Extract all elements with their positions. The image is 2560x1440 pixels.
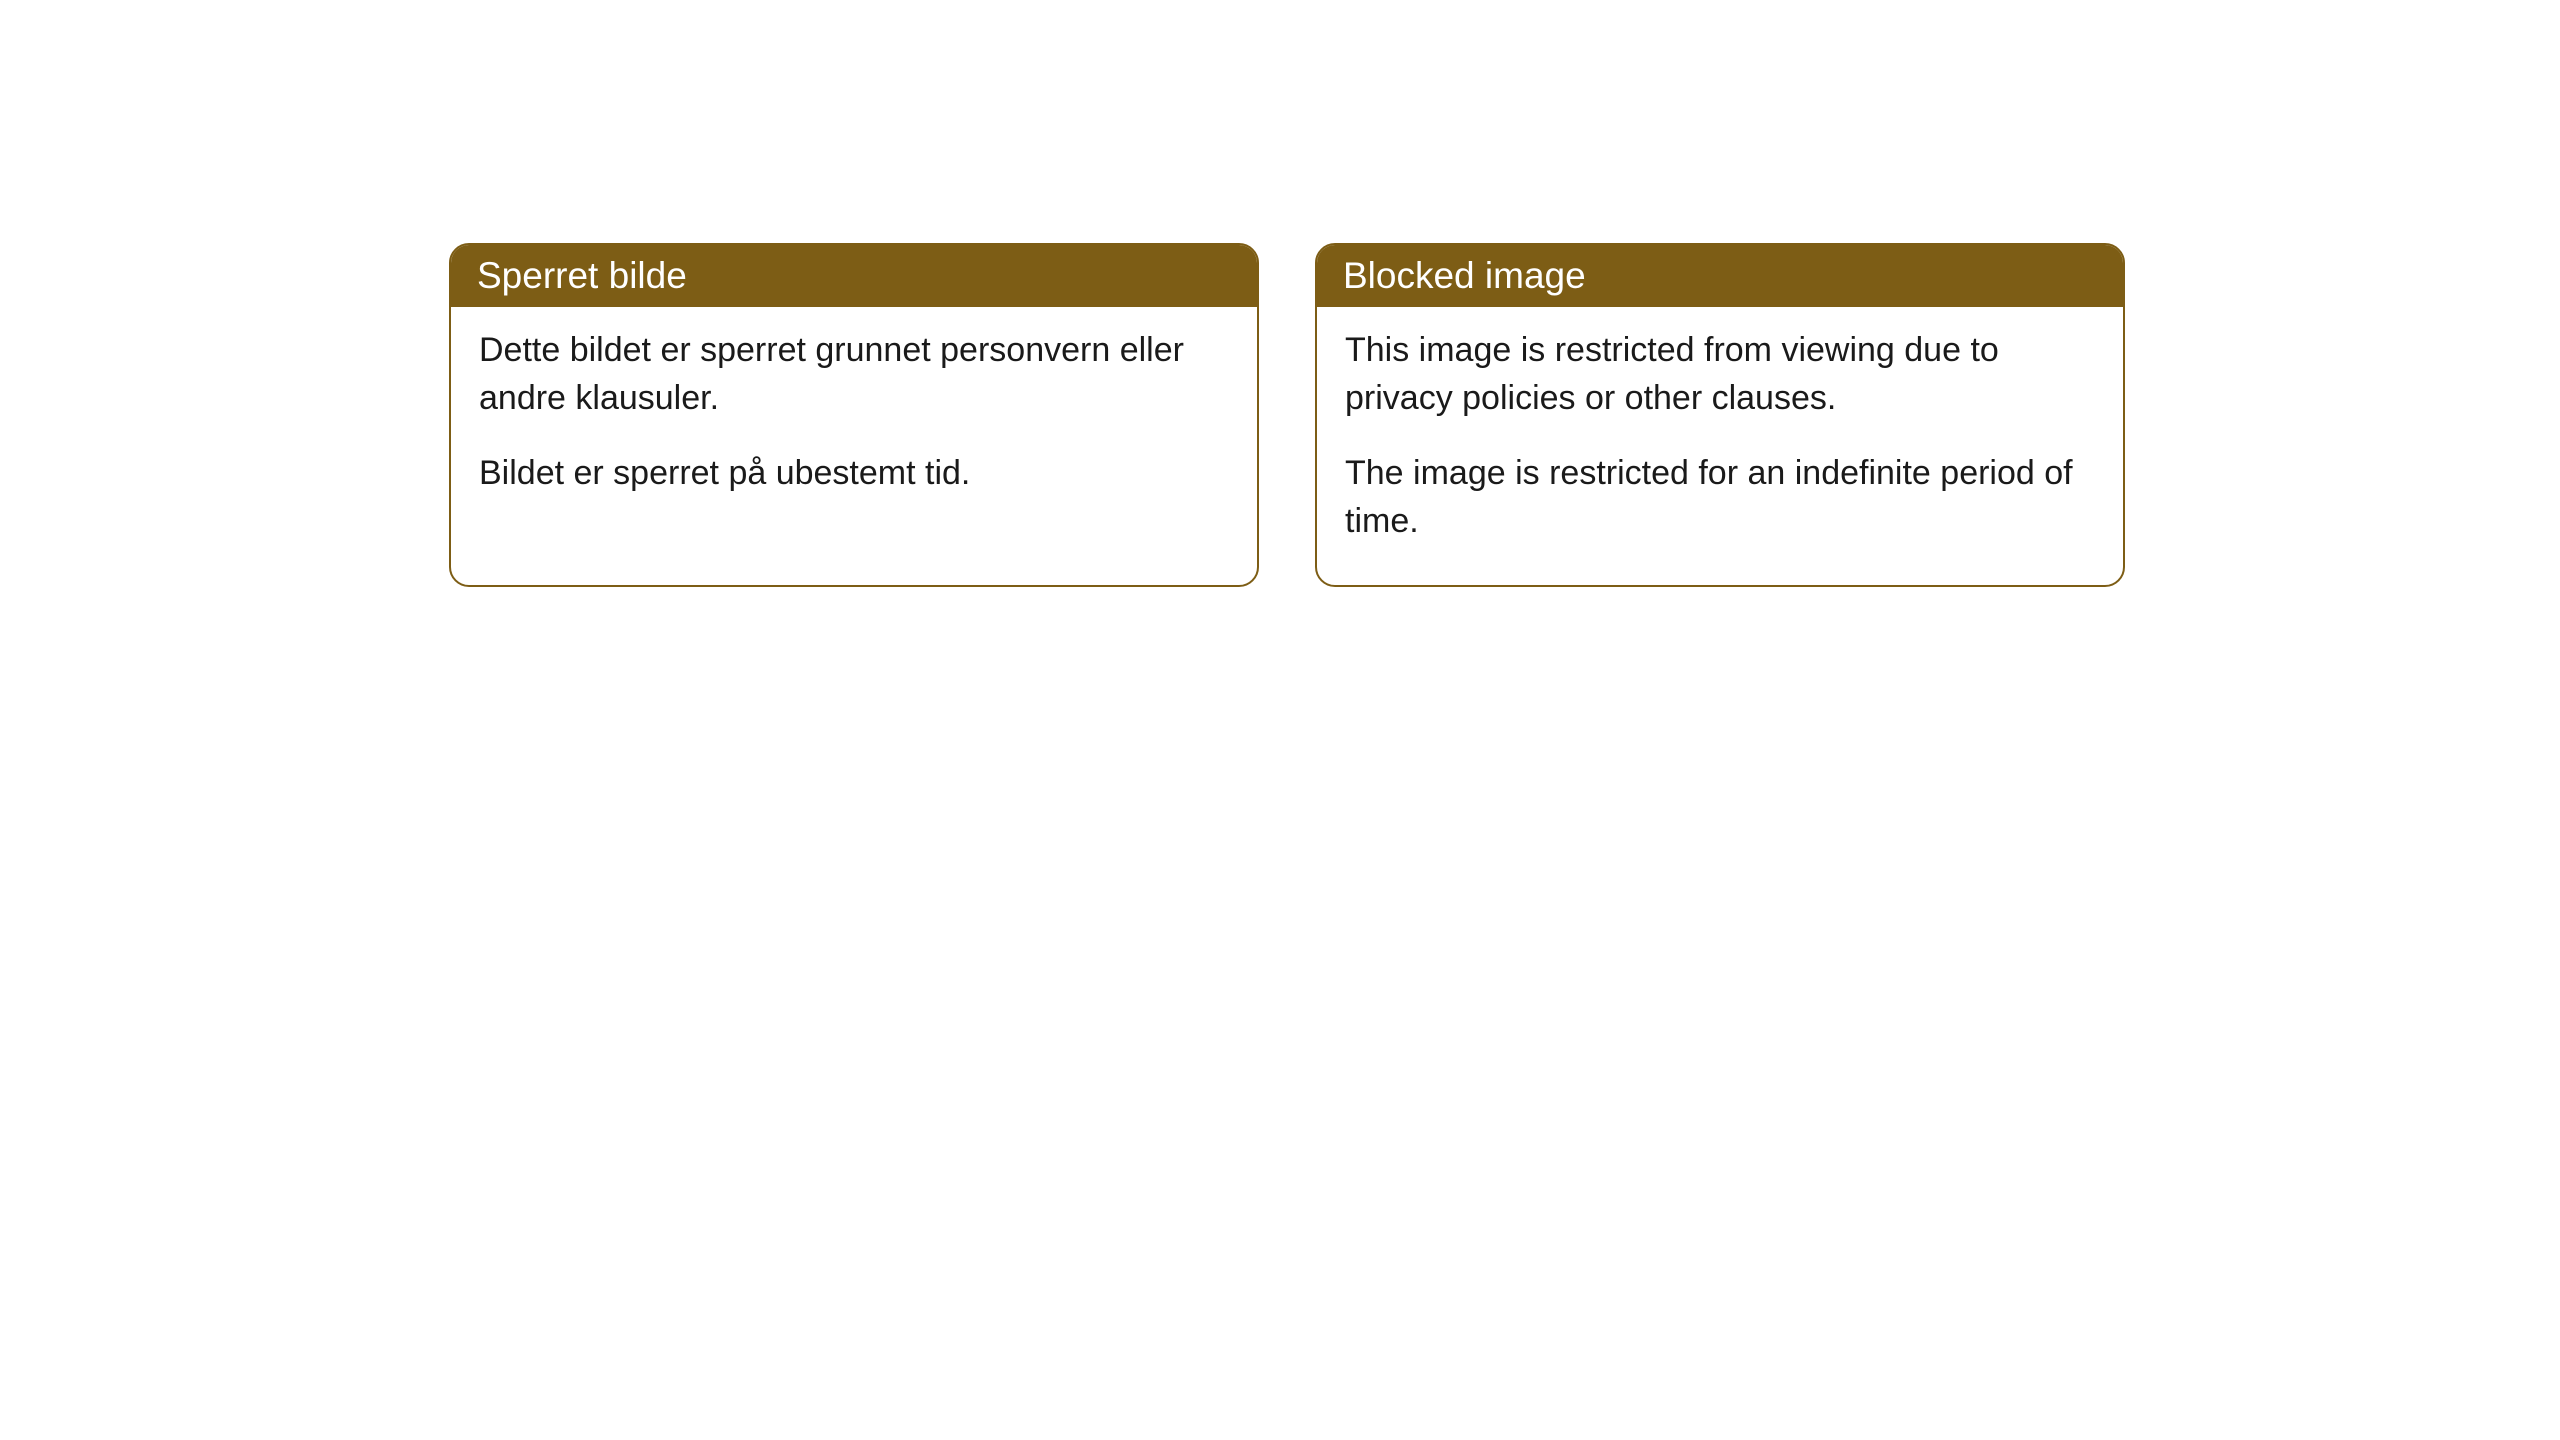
card-paragraph-1-english: This image is restricted from viewing du… <box>1345 327 2095 422</box>
card-paragraph-2-norwegian: Bildet er sperret på ubestemt tid. <box>479 450 1229 498</box>
card-header-norwegian: Sperret bilde <box>451 245 1257 307</box>
card-title-english: Blocked image <box>1343 255 1586 296</box>
card-title-norwegian: Sperret bilde <box>477 255 687 296</box>
notice-cards-container: Sperret bilde Dette bildet er sperret gr… <box>0 0 2560 587</box>
card-body-english: This image is restricted from viewing du… <box>1317 307 2123 585</box>
blocked-image-card-norwegian: Sperret bilde Dette bildet er sperret gr… <box>449 243 1259 587</box>
card-body-norwegian: Dette bildet er sperret grunnet personve… <box>451 307 1257 538</box>
card-paragraph-2-english: The image is restricted for an indefinit… <box>1345 450 2095 545</box>
card-header-english: Blocked image <box>1317 245 2123 307</box>
card-paragraph-1-norwegian: Dette bildet er sperret grunnet personve… <box>479 327 1229 422</box>
blocked-image-card-english: Blocked image This image is restricted f… <box>1315 243 2125 587</box>
